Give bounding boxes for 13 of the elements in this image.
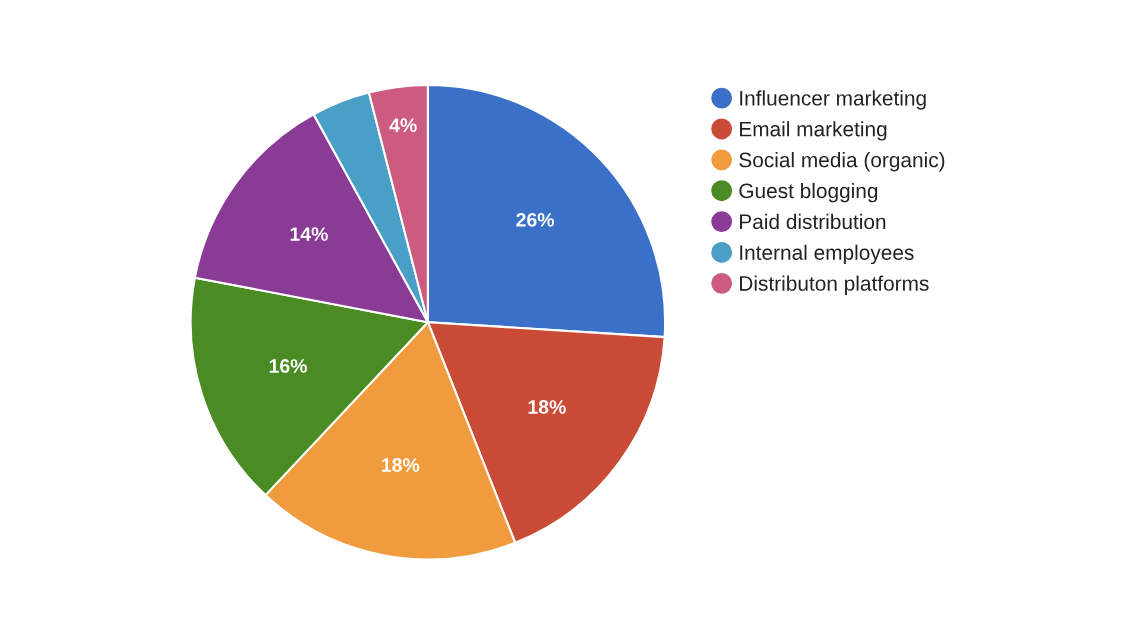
- legend-label: Social media (organic): [739, 152, 945, 172]
- data-label: 26%: [516, 212, 555, 227]
- legend-label: Distributon platforms: [740, 275, 929, 295]
- data-label: 18%: [528, 400, 566, 414]
- data-label: 16%: [269, 359, 307, 373]
- data-label: 18%: [382, 458, 420, 472]
- legend-label: Guest blogging: [739, 182, 878, 203]
- legend-label: Email marketing: [740, 121, 887, 141]
- legend-label: Paid distribution: [740, 213, 886, 230]
- data-label: 14%: [290, 227, 328, 241]
- legend-label: Internal employees: [740, 244, 914, 265]
- data-label: 4%: [389, 118, 417, 133]
- legend-label: Influencer marketing: [740, 90, 926, 110]
